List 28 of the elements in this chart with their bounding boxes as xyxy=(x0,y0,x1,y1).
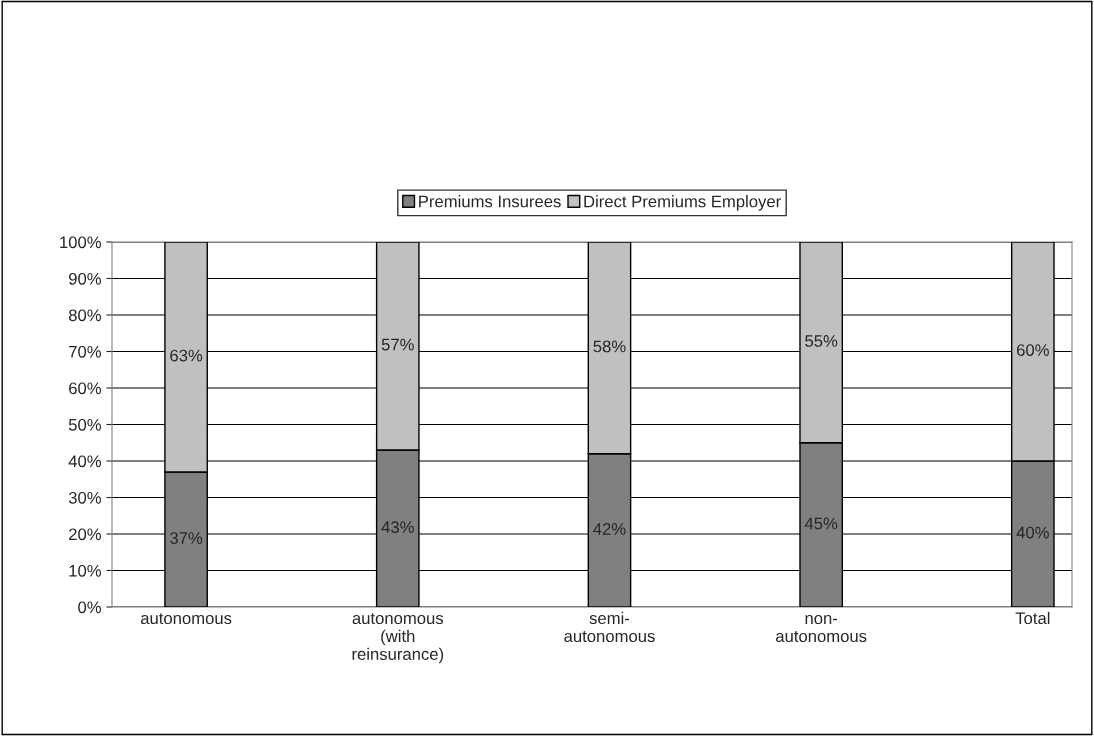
data-label: 60% xyxy=(1017,344,1049,356)
y-tick-label: 60% xyxy=(69,382,101,395)
y-tick-label: 30% xyxy=(68,491,101,504)
data-label: 37% xyxy=(170,532,203,544)
y-tick-label: 80% xyxy=(68,309,101,322)
y-tick-label: 20% xyxy=(69,528,101,541)
y-tick-label: 100% xyxy=(60,236,101,249)
x-tick-label: semi- autonomous xyxy=(564,611,655,643)
x-tick-label: autonomous (with reinsurance) xyxy=(352,613,444,664)
data-label: 58% xyxy=(593,340,626,353)
y-tick-label: 70% xyxy=(69,345,101,358)
legend-label: Direct Premiums Employer xyxy=(584,195,781,211)
data-label: 63% xyxy=(170,349,203,362)
y-tick-label: 10% xyxy=(69,564,101,577)
y-tick-label: 40% xyxy=(68,455,101,468)
x-tick-label: Total xyxy=(1015,611,1050,625)
data-label: 43% xyxy=(381,521,414,533)
data-label: 55% xyxy=(805,335,838,347)
y-tick-label: 90% xyxy=(69,272,101,285)
y-tick-label: 50% xyxy=(68,418,101,431)
data-label: 45% xyxy=(804,517,838,530)
data-label: 42% xyxy=(593,523,626,535)
legend-label: Premiums Insurees xyxy=(419,195,561,208)
data-label: 40% xyxy=(1016,526,1049,539)
data-label: 57% xyxy=(381,338,414,351)
y-tick-label: 0% xyxy=(78,601,101,614)
x-tick-label: non- autonomous xyxy=(776,614,867,643)
x-tick-label: autonomous xyxy=(140,613,232,625)
